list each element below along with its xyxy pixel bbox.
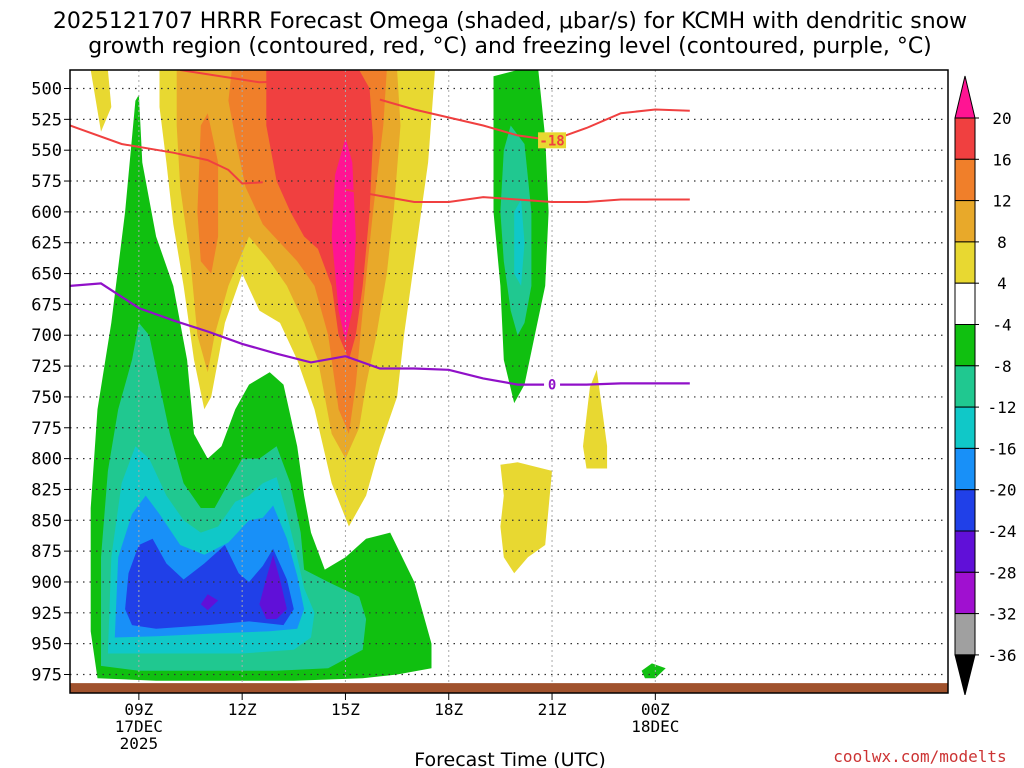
y-tick-label-975: 975 (31, 665, 62, 685)
freezing-level-label: 0 (548, 378, 556, 394)
y-tick-label-500: 500 (31, 80, 62, 100)
colorbar-bin-12 (955, 572, 975, 613)
y-tick-label-625: 625 (31, 234, 62, 254)
y-tick-label-750: 750 (31, 388, 62, 408)
colorbar-bin-9 (955, 448, 975, 489)
ground-surface (70, 683, 948, 693)
colorbar-label-4: 4 (997, 274, 1007, 293)
colorbar-bin-8 (955, 407, 975, 448)
colorbar-label-7: -12 (988, 398, 1017, 417)
y-tick-label-900: 900 (31, 573, 62, 593)
y-tick-label-550: 550 (31, 141, 62, 161)
colorbar-label-8: -16 (988, 439, 1017, 458)
colorbar-bin-4 (955, 242, 975, 283)
x-axis-label: Forecast Time (UTC) (414, 749, 605, 768)
colorbar-bin-2 (955, 159, 975, 200)
x-tick-label-24-1: 18DEC (631, 717, 679, 736)
colorbar-top-arrow (955, 76, 975, 118)
colorbar-bin-7 (955, 366, 975, 407)
x-tick-label-9-2: 2025 (120, 734, 159, 753)
x-tick-label-15-0: 15Z (331, 700, 360, 719)
colorbar-bin-5 (955, 283, 975, 324)
y-tick-label-700: 700 (31, 326, 62, 346)
colorbar-label-5: -4 (992, 316, 1011, 335)
credit-link[interactable]: coolwx.com/modelts (833, 747, 1006, 766)
y-tick-label-875: 875 (31, 542, 62, 562)
pressure-axis: 500 525 550 575 600 625 650 675 700 725 750 775 800 8… (31, 80, 70, 686)
dgz-contour-label: -18 (539, 133, 564, 149)
colorbar-bottom-arrow (955, 655, 975, 695)
colorbar-label-12: -32 (988, 605, 1017, 624)
colorbar-bin-11 (955, 531, 975, 572)
y-tick-label-650: 650 (31, 265, 62, 285)
y-tick-label-825: 825 (31, 480, 62, 500)
y-tick-label-600: 600 (31, 203, 62, 223)
y-tick-label-800: 800 (31, 450, 62, 470)
colorbar-bin-1 (955, 118, 975, 159)
colorbar-label-3: 8 (997, 233, 1007, 252)
colorbar-label-9: -20 (988, 481, 1017, 500)
y-tick-label-525: 525 (31, 110, 62, 130)
colorbar: 20 16 12 8 4 -4 -8 -12 -16 -20 -24 -28 -32 -36 (955, 76, 1016, 695)
y-tick-label-925: 925 (31, 604, 62, 624)
chart-title-line1: 2025121707 HRRR Forecast Omega (shaded, … (53, 9, 967, 34)
chart-title-line2: growth region (contoured, red, °C) and f… (88, 34, 932, 59)
colorbar-label-10: -24 (988, 522, 1017, 541)
colorbar-label-0: 20 (992, 109, 1011, 128)
colorbar-label-1: 16 (992, 150, 1011, 169)
colorbar-label-6: -8 (992, 357, 1011, 376)
y-tick-label-675: 675 (31, 295, 62, 315)
colorbar-label-2: 12 (992, 192, 1011, 211)
colorbar-label-11: -28 (988, 563, 1017, 582)
y-tick-label-775: 775 (31, 419, 62, 439)
colorbar-bin-6 (955, 325, 975, 366)
colorbar-bin-13 (955, 614, 975, 655)
omega-time-height-chart: 2025121707 HRRR Forecast Omega (shaded, … (0, 0, 1024, 768)
y-tick-label-575: 575 (31, 172, 62, 192)
colorbar-bin-10 (955, 490, 975, 531)
colorbar-bin-3 (955, 201, 975, 242)
y-tick-label-850: 850 (31, 511, 62, 531)
y-tick-label-725: 725 (31, 357, 62, 377)
x-tick-label-18-0: 18Z (434, 700, 463, 719)
plot-area: -18 0 (70, 70, 948, 693)
y-tick-label-950: 950 (31, 635, 62, 655)
colorbar-label-13: -36 (988, 646, 1017, 665)
x-tick-label-21-0: 21Z (538, 700, 567, 719)
x-tick-label-12-0: 12Z (228, 700, 257, 719)
